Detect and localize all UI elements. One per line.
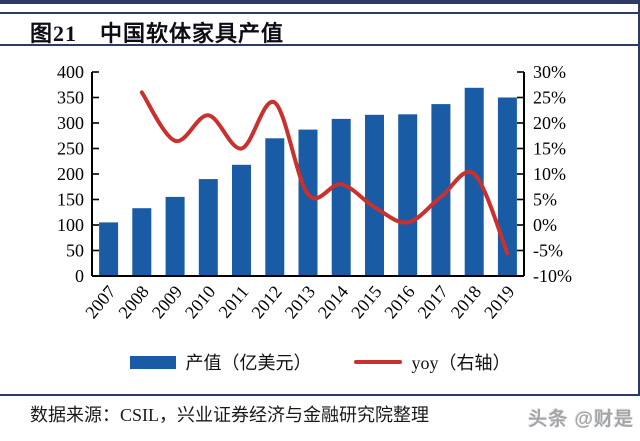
x-axis-label: 2019 bbox=[480, 282, 518, 322]
bar-2012 bbox=[265, 138, 285, 276]
left-axis-label: 250 bbox=[57, 139, 84, 159]
bar-2016 bbox=[398, 114, 418, 276]
x-axis-label: 2009 bbox=[148, 282, 186, 322]
right-axis-label: -10% bbox=[533, 266, 572, 286]
x-axis-label: 2007 bbox=[81, 282, 119, 322]
chart-area: 0 50 100 150 200 250 300 350 400 -10% -5% 0% 5% 10% 15… bbox=[0, 46, 640, 348]
bottom-rule bbox=[0, 394, 640, 396]
page-right-border bbox=[638, 0, 640, 396]
left-axis-label: 400 bbox=[57, 62, 84, 82]
bar-2019 bbox=[497, 97, 517, 276]
left-axis-label: 350 bbox=[57, 88, 84, 108]
bar-2011 bbox=[232, 164, 251, 276]
x-axis-label: 2014 bbox=[314, 282, 352, 322]
bar-2007 bbox=[99, 222, 119, 276]
right-axis-label: 10% bbox=[533, 164, 566, 184]
bar-series-swatch bbox=[129, 355, 176, 369]
top-thin-rule bbox=[0, 12, 640, 14]
figure-title: 图21 中国软体家具产值 bbox=[30, 21, 285, 46]
bar-2013 bbox=[298, 129, 318, 276]
bar-2018 bbox=[464, 87, 484, 276]
x-axis-label: 2008 bbox=[114, 282, 152, 322]
line-series-swatch bbox=[353, 360, 402, 364]
right-axis-label: 25% bbox=[533, 88, 566, 108]
left-axis-label: 50 bbox=[66, 241, 84, 261]
x-axis-label: 2011 bbox=[215, 282, 253, 322]
x-axis-label: 2016 bbox=[380, 282, 418, 322]
left-axis-label: 0 bbox=[75, 266, 84, 286]
bar-2009 bbox=[165, 196, 185, 276]
bar-2015 bbox=[365, 114, 384, 276]
toutiao-watermark: 头条 @财是 bbox=[528, 409, 634, 430]
data-source-note: 数据来源：CSIL，兴业证券经济与金融研究院整理 bbox=[30, 405, 430, 425]
x-axis-label: 2017 bbox=[414, 282, 452, 322]
legend-item-line: yoy（右轴） bbox=[353, 349, 511, 375]
bar-2017 bbox=[431, 104, 451, 276]
left-axis-label: 300 bbox=[57, 113, 84, 133]
chart-legend: 产值（亿美元） yoy（右轴） bbox=[0, 348, 640, 376]
right-axis-label: 15% bbox=[533, 139, 566, 159]
top-thick-rule bbox=[0, 0, 640, 4]
x-axis-label: 2015 bbox=[347, 282, 385, 322]
title-underline-rule bbox=[0, 44, 640, 46]
right-axis-label: 30% bbox=[533, 62, 566, 82]
bar-line-chart: 0 50 100 150 200 250 300 350 400 -10% -5% 0% 5% 10% 15… bbox=[57, 62, 572, 322]
right-axis-label: -5% bbox=[533, 241, 563, 261]
legend-item-bar: 产值（亿美元） bbox=[129, 349, 312, 375]
yoy-line bbox=[139, 90, 510, 256]
bar-2008 bbox=[132, 208, 152, 276]
bar-2010 bbox=[198, 179, 218, 276]
bar-2014 bbox=[331, 118, 351, 277]
legend-bar-label: 产值（亿美元） bbox=[185, 353, 312, 373]
right-axis-label: 5% bbox=[533, 190, 557, 210]
x-axis-label: 2013 bbox=[281, 282, 319, 322]
x-axis-label: 2018 bbox=[447, 282, 485, 322]
legend-line-label: yoy（右轴） bbox=[411, 353, 511, 373]
left-axis-label: 150 bbox=[57, 190, 84, 210]
right-axis-label: 0% bbox=[533, 215, 557, 235]
left-axis-label: 100 bbox=[57, 215, 84, 235]
x-axis-label: 2012 bbox=[247, 282, 285, 322]
x-axis-label: 2010 bbox=[181, 282, 219, 322]
left-axis-label: 200 bbox=[57, 164, 84, 184]
right-axis-label: 20% bbox=[533, 113, 566, 133]
